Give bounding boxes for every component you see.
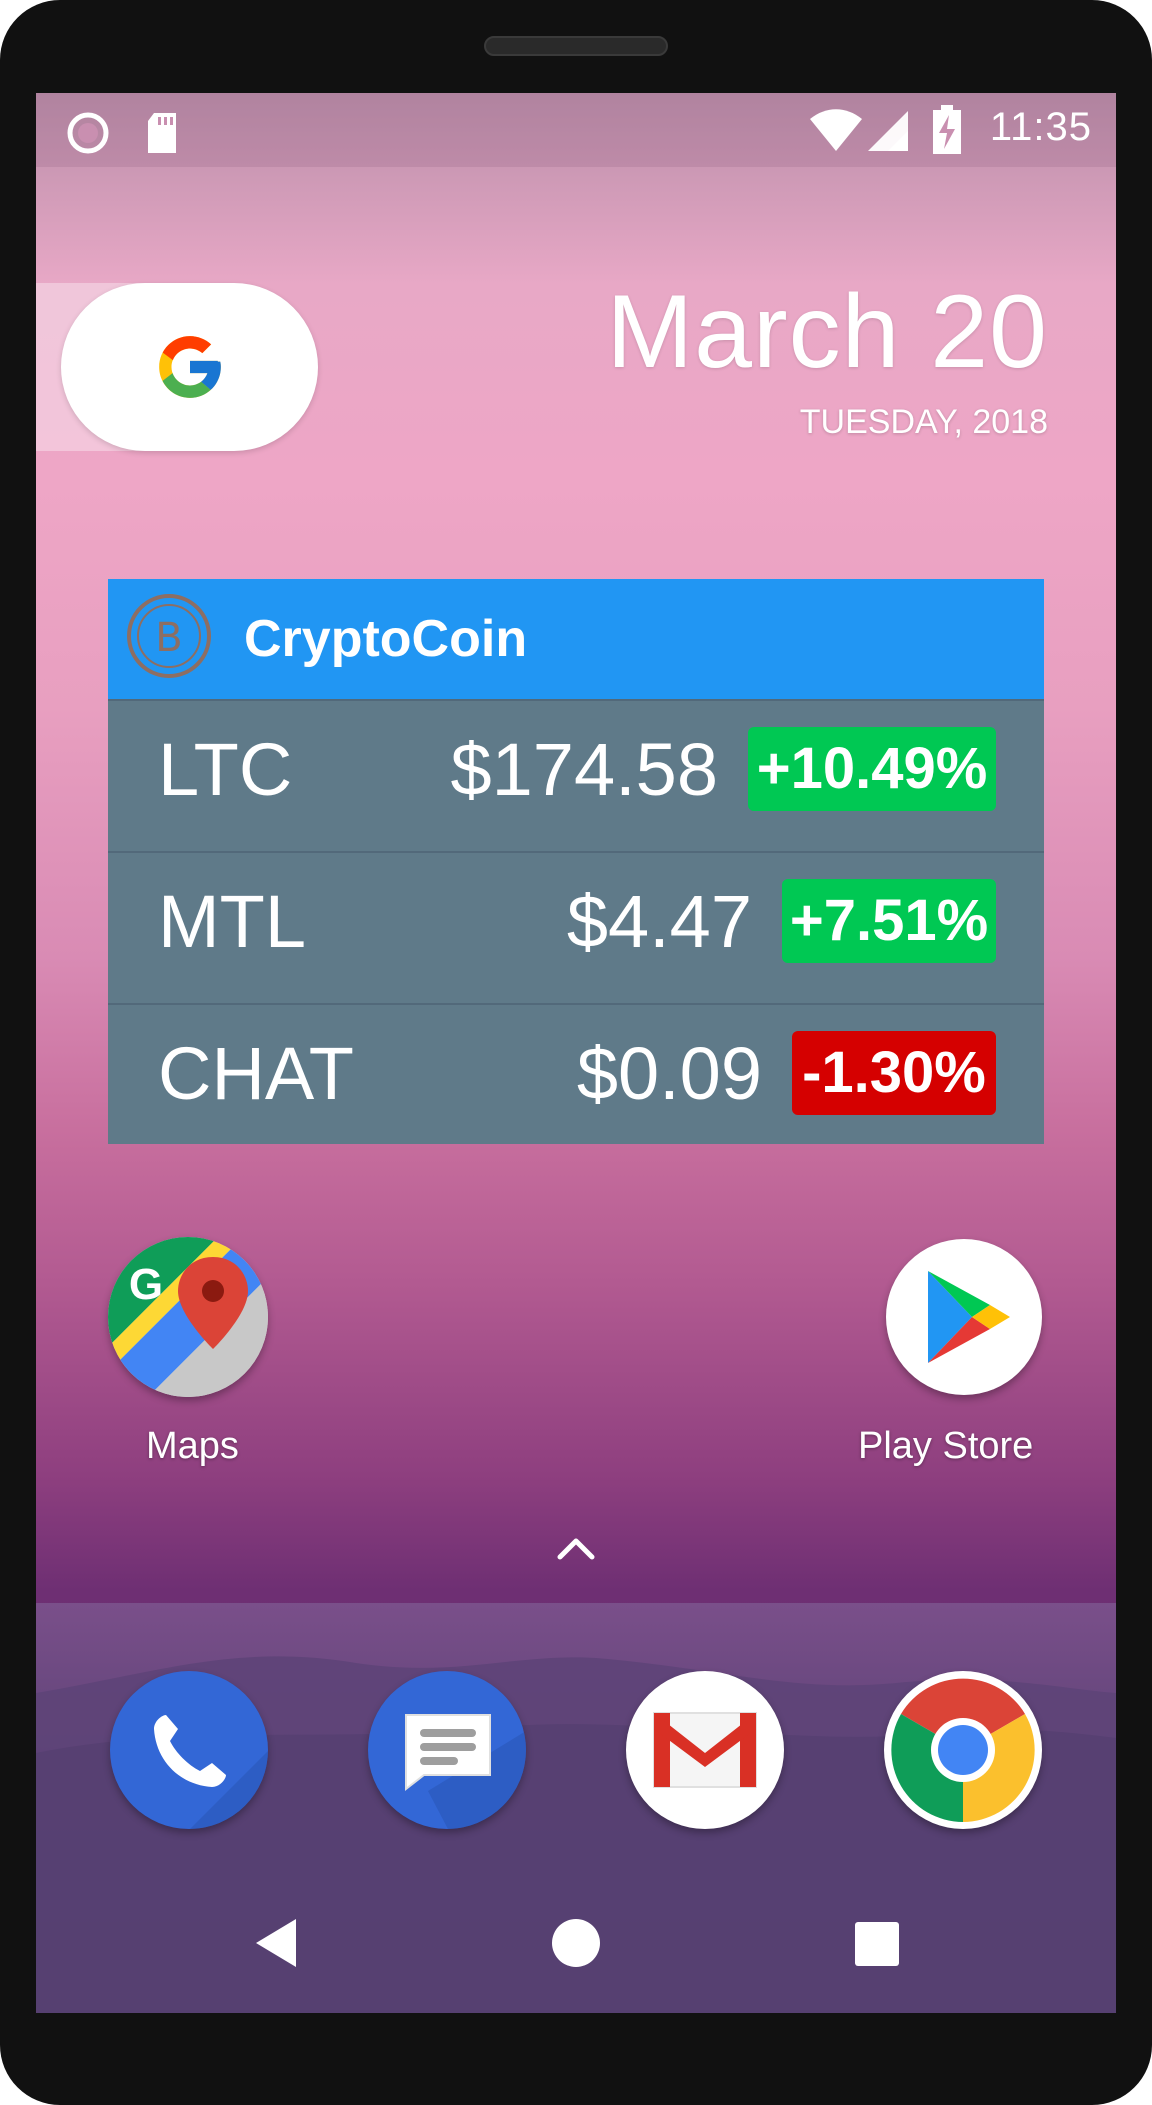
recents-icon[interactable] bbox=[854, 1921, 900, 1967]
gmail-icon[interactable] bbox=[626, 1671, 784, 1829]
coin-symbol: LTC bbox=[158, 728, 293, 811]
app-label: Maps bbox=[146, 1425, 239, 1467]
home-icon[interactable] bbox=[550, 1917, 602, 1969]
bitcoin-icon: B bbox=[127, 594, 211, 678]
date-title[interactable]: March 20 bbox=[606, 274, 1048, 390]
back-icon[interactable] bbox=[252, 1917, 300, 1969]
svg-text:G: G bbox=[129, 1260, 163, 1309]
chrome-icon[interactable] bbox=[884, 1671, 1042, 1829]
coin-change-badge: +7.51% bbox=[782, 879, 996, 963]
sd-card-icon bbox=[148, 113, 176, 153]
home-screen: 11:35 March 20 TUESDAY, 2018 B Cry bbox=[36, 93, 1116, 2013]
google-search-widget[interactable] bbox=[61, 283, 318, 451]
coin-price: $4.47 bbox=[566, 880, 752, 963]
app-play-store[interactable]: Play Store bbox=[858, 1239, 1084, 1469]
phone-icon[interactable] bbox=[110, 1671, 268, 1829]
chevron-up-icon[interactable] bbox=[556, 1535, 596, 1561]
battery-charging-icon bbox=[933, 105, 961, 154]
coin-change-badge: -1.30% bbox=[792, 1031, 996, 1115]
crypto-widget[interactable]: B CryptoCoin LTC $174.58 +10.49% MTL $4.… bbox=[108, 579, 1044, 1144]
cell-signal-icon bbox=[868, 111, 908, 151]
play-store-icon bbox=[886, 1239, 1042, 1395]
app-label: Play Store bbox=[858, 1425, 1034, 1467]
coin-symbol: MTL bbox=[158, 880, 306, 963]
messages-icon[interactable] bbox=[368, 1671, 526, 1829]
maps-icon: G bbox=[108, 1237, 268, 1397]
wifi-icon bbox=[810, 109, 862, 151]
coin-row-mtl[interactable]: MTL $4.47 +7.51% bbox=[108, 851, 1044, 1003]
date-subtitle: TUESDAY, 2018 bbox=[799, 403, 1048, 441]
coin-price: $174.58 bbox=[450, 728, 719, 811]
navigation-bar bbox=[36, 1883, 1116, 2013]
app-maps[interactable]: G Maps bbox=[108, 1237, 268, 1467]
status-clock: 11:35 bbox=[989, 105, 1092, 149]
coin-change-badge: +10.49% bbox=[748, 727, 996, 811]
circle-record-icon bbox=[67, 112, 109, 154]
wallpaper-hills bbox=[36, 1656, 1116, 2013]
crypto-widget-title: CryptoCoin bbox=[244, 610, 528, 668]
google-g-icon bbox=[159, 336, 221, 398]
crypto-widget-header: B CryptoCoin bbox=[108, 579, 1044, 699]
coin-row-chat[interactable]: CHAT $0.09 -1.30% bbox=[108, 1003, 1044, 1144]
coin-row-ltc[interactable]: LTC $174.58 +10.49% bbox=[108, 699, 1044, 851]
coin-price: $0.09 bbox=[576, 1032, 762, 1115]
status-bar: 11:35 bbox=[36, 93, 1116, 167]
speaker-grille bbox=[484, 36, 668, 56]
coin-symbol: CHAT bbox=[158, 1032, 354, 1115]
svg-text:B: B bbox=[155, 615, 182, 661]
